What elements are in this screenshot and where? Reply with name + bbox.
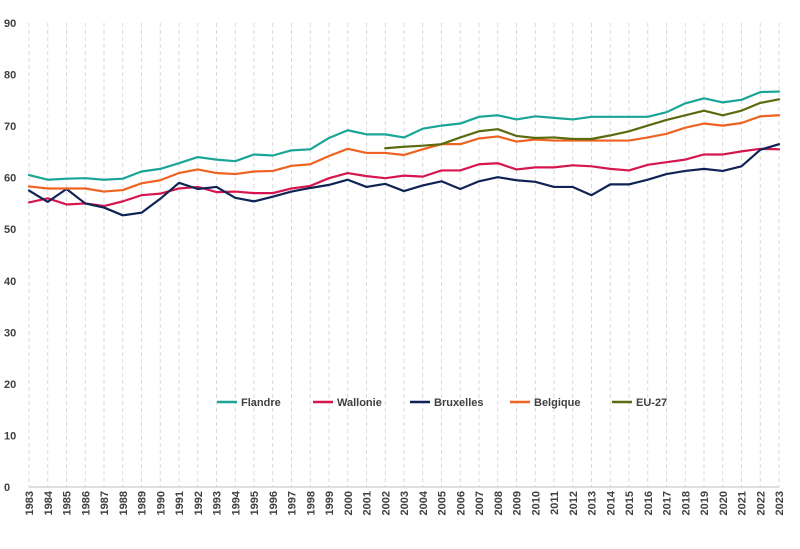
x-tick-label: 1995 [249, 491, 261, 515]
y-tick-label: 50 [4, 224, 16, 236]
x-tick-label: 2003 [399, 491, 411, 515]
x-tick-label: 1996 [268, 491, 280, 515]
x-tick-label: 2015 [624, 491, 636, 515]
x-tick-label: 2012 [568, 491, 580, 515]
x-tick-label: 1998 [305, 491, 317, 515]
x-tick-label: 2023 [774, 491, 786, 515]
y-tick-label: 20 [4, 379, 16, 391]
x-tick-label: 1992 [193, 491, 205, 515]
x-tick-label: 2014 [605, 490, 617, 515]
x-tick-label: 2008 [493, 491, 505, 515]
legend-label-bruxelles: Bruxelles [434, 397, 484, 409]
y-tick-label: 0 [4, 482, 10, 494]
x-tick-label: 1985 [62, 491, 74, 515]
y-tick-label: 70 [4, 121, 16, 133]
legend-label-belgique: Belgique [534, 397, 580, 409]
y-tick-label: 90 [4, 18, 16, 30]
series-line-eu-27 [384, 98, 781, 150]
series-line-flandre [27, 90, 781, 181]
x-tick-label: 2017 [662, 491, 674, 515]
legend-label-wallonie: Wallonie [337, 397, 382, 409]
x-tick-label: 1984 [43, 490, 55, 515]
x-tick-label: 2000 [343, 491, 355, 515]
x-tick-label: 2019 [699, 491, 711, 515]
series-line-belgique [27, 114, 781, 193]
x-tick-label: 1999 [324, 491, 336, 515]
x-tick-label: 1993 [212, 491, 224, 515]
x-tick-label: 2013 [587, 491, 599, 515]
x-tick-label: 1997 [287, 491, 299, 515]
x-tick-label: 2010 [530, 491, 542, 515]
x-tick-label: 2020 [718, 491, 730, 515]
x-tick-label: 2016 [643, 491, 655, 515]
legend: Flandre Wallonie Bruxelles Belgique EU-27 [217, 397, 667, 409]
x-tick-label: 1987 [99, 491, 111, 515]
y-tick-label: 80 [4, 70, 16, 82]
x-tick-label: 2007 [474, 491, 486, 515]
x-tick-label: 2006 [455, 491, 467, 515]
y-tick-label: 40 [4, 276, 16, 288]
x-tick-label: 2005 [437, 491, 449, 515]
y-tick-label: 10 [4, 430, 16, 442]
x-tick-label: 1991 [174, 491, 186, 515]
y-tick-label: 30 [4, 327, 16, 339]
x-tick-label: 1986 [80, 491, 92, 515]
x-tick-label: 1990 [155, 491, 167, 515]
legend-label-flandre: Flandre [241, 397, 281, 409]
vertical-gridlines [28, 23, 780, 487]
x-tick-label: 2022 [755, 491, 767, 515]
x-tick-label: 1988 [118, 491, 130, 515]
x-axis: 1983 1984 1985 1986 1987 1988 1989 1990 1991 1992… [24, 486, 786, 515]
x-tick-label: 1989 [137, 491, 149, 515]
x-tick-label: 2004 [418, 490, 430, 515]
series-line-wallonie [27, 147, 781, 208]
x-tick-label: 2009 [512, 491, 524, 515]
x-tick-label: 2011 [549, 491, 561, 515]
series-lines [27, 90, 781, 217]
series-line-bruxelles [27, 143, 781, 217]
x-tick-label: 2018 [680, 491, 692, 515]
x-tick-label: 2021 [737, 491, 749, 515]
legend-label-eu-27: EU-27 [636, 397, 667, 409]
x-tick-label: 1983 [24, 491, 36, 515]
x-tick-label: 2001 [362, 491, 374, 515]
y-tick-label: 60 [4, 173, 16, 185]
x-tick-label: 2002 [380, 491, 392, 515]
x-tick-label: 1994 [230, 490, 242, 515]
y-axis: 0 10 20 30 40 50 60 70 80 90 [4, 18, 16, 494]
